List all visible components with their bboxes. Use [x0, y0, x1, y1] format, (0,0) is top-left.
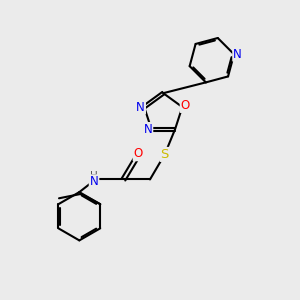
Text: O: O: [181, 99, 190, 112]
Text: N: N: [136, 100, 145, 113]
Text: S: S: [160, 148, 169, 161]
Text: O: O: [134, 147, 143, 160]
Text: H: H: [90, 171, 98, 181]
Text: N: N: [233, 48, 242, 61]
Text: N: N: [144, 123, 152, 136]
Text: N: N: [90, 175, 98, 188]
